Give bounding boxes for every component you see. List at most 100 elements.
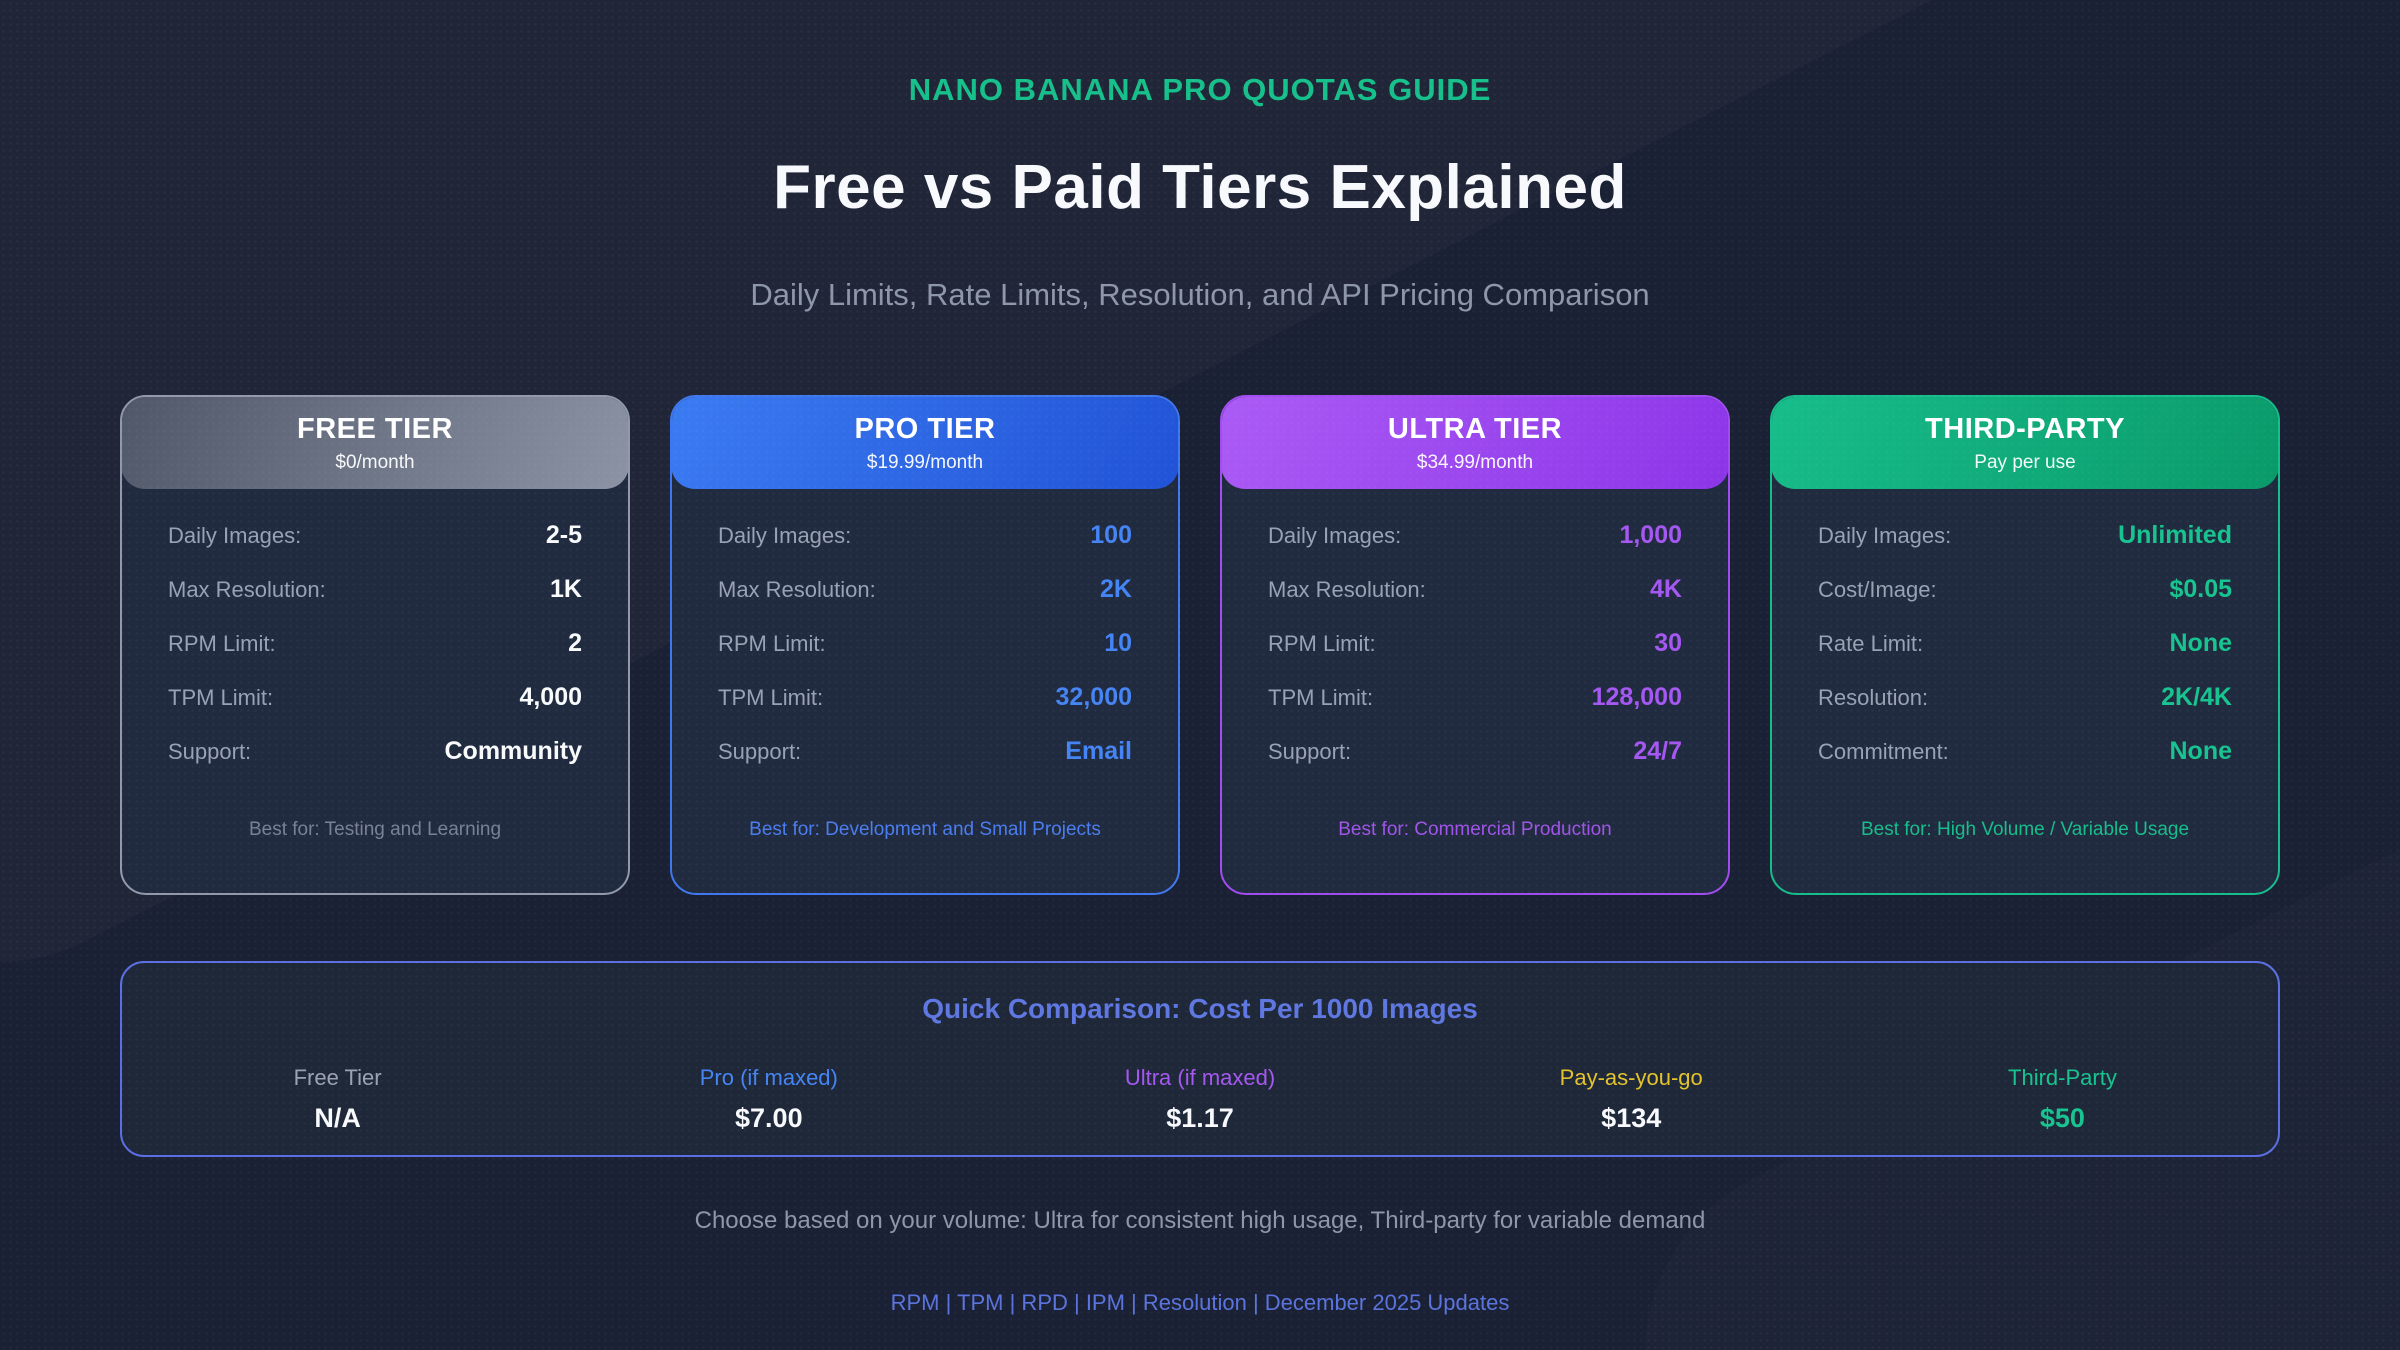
tier-name: FREE TIER — [297, 413, 453, 445]
comparison-value: $50 — [2039, 1103, 2085, 1133]
tier-card-third-party: THIRD-PARTY Pay per use Daily Images: Un… — [1770, 395, 2280, 895]
comparison-col-pay-as-you-go: Pay-as-you-go $134 — [1416, 1065, 1847, 1134]
quick-comparison-panel: Quick Comparison: Cost Per 1000 Images F… — [120, 961, 2280, 1157]
spec-value: None — [2169, 629, 2233, 657]
spec-row: RPM Limit: 2 — [168, 629, 582, 658]
spec-label: Daily Images: — [168, 523, 302, 548]
spec-row: Rate Limit: None — [1818, 629, 2232, 658]
comparison-label: Pro (if maxed) — [699, 1065, 838, 1090]
spec-label: Support: — [1268, 739, 1352, 764]
spec-value: 4,000 — [519, 683, 582, 711]
spec-row: RPM Limit: 30 — [1268, 629, 1682, 658]
spec-row: Daily Images: 100 — [718, 521, 1132, 550]
best-for-note: Best for: Commercial Production — [1338, 819, 1612, 840]
tier-price: Pay per use — [1974, 452, 2076, 473]
spec-value: Email — [1065, 737, 1132, 765]
tier-card-ultra: ULTRA TIER $34.99/month Daily Images: 1,… — [1220, 395, 1730, 895]
advice-note: Choose based on your volume: Ultra for c… — [694, 1207, 1706, 1234]
spec-label: Max Resolution: — [1268, 577, 1426, 602]
spec-value: 100 — [1090, 521, 1132, 549]
comparison-columns: Free Tier N/A Pro (if maxed) $7.00 Ultra… — [122, 1065, 2278, 1134]
spec-value: 32,000 — [1055, 683, 1132, 711]
tier-card-free-body: Daily Images: 2-5 Max Resolution: 1K RPM… — [122, 489, 628, 766]
comparison-label: Free Tier — [293, 1065, 382, 1090]
page-title: Free vs Paid Tiers Explained — [773, 153, 1627, 222]
spec-label: Max Resolution: — [718, 577, 876, 602]
best-for-note: Best for: Development and Small Projects — [749, 819, 1101, 840]
spec-value: Unlimited — [2118, 521, 2232, 549]
spec-row: Commitment: None — [1818, 737, 2232, 766]
spec-value: 2K/4K — [2161, 683, 2232, 711]
spec-label: Resolution: — [1818, 685, 1929, 710]
tier-card-free: FREE TIER $0/month Daily Images: 2-5 Max… — [120, 395, 630, 895]
spec-row: TPM Limit: 4,000 — [168, 683, 582, 712]
spec-row: Max Resolution: 1K — [168, 575, 582, 604]
spec-value: 1K — [550, 575, 582, 603]
spec-label: TPM Limit: — [718, 685, 824, 710]
spec-value: $0.05 — [2169, 575, 2232, 603]
page-header: NANO BANANA PRO QUOTAS GUIDE Free vs Pai… — [0, 0, 2400, 313]
comparison-value: $1.17 — [1166, 1103, 1234, 1133]
comparison-col-third-party: Third-Party $50 — [1847, 1065, 2278, 1134]
tier-card-pro-body: Daily Images: 100 Max Resolution: 2K RPM… — [672, 489, 1178, 766]
tier-name: ULTRA TIER — [1387, 413, 1563, 445]
spec-row: Support: 24/7 — [1268, 737, 1682, 766]
footer-keywords: RPM | TPM | RPD | IPM | Resolution | Dec… — [890, 1290, 1510, 1315]
spec-value: 30 — [1654, 629, 1682, 657]
tier-card-pro-header: PRO TIER $19.99/month — [672, 397, 1178, 489]
tier-cards-row: FREE TIER $0/month Daily Images: 2-5 Max… — [120, 395, 2280, 895]
comparison-value: N/A — [314, 1103, 361, 1133]
spec-label: Commitment: — [1818, 739, 1949, 764]
spec-label: Support: — [718, 739, 802, 764]
spec-row: Resolution: 2K/4K — [1818, 683, 2232, 712]
tier-card-free-header: FREE TIER $0/month — [122, 397, 628, 489]
spec-row: Max Resolution: 2K — [718, 575, 1132, 604]
tier-card-third-party-header: THIRD-PARTY Pay per use — [1772, 397, 2278, 489]
comparison-col-ultra: Ultra (if maxed) $1.17 — [984, 1065, 1415, 1134]
spec-label: Daily Images: — [718, 523, 852, 548]
best-for-note: Best for: Testing and Learning — [248, 819, 502, 840]
spec-label: Cost/Image: — [1818, 577, 1937, 602]
best-for-note: Best for: High Volume / Variable Usage — [1860, 819, 2190, 840]
tier-price: $19.99/month — [866, 452, 984, 473]
spec-label: Daily Images: — [1818, 523, 1952, 548]
tier-name: THIRD-PARTY — [1925, 413, 2125, 445]
page-subtitle: Daily Limits, Rate Limits, Resolution, a… — [750, 277, 1650, 312]
eyebrow-label: NANO BANANA PRO QUOTAS GUIDE — [908, 72, 1492, 107]
spec-label: Max Resolution: — [168, 577, 326, 602]
spec-row: Support: Email — [718, 737, 1132, 766]
spec-label: RPM Limit: — [1268, 631, 1376, 656]
tier-price: $0/month — [335, 452, 415, 473]
comparison-value: $134 — [1601, 1103, 1662, 1133]
comparison-label: Third-Party — [2008, 1065, 2117, 1090]
spec-value: 4K — [1650, 575, 1682, 603]
spec-value: 2-5 — [545, 521, 582, 549]
tier-card-ultra-body: Daily Images: 1,000 Max Resolution: 4K R… — [1222, 489, 1728, 766]
spec-value: 128,000 — [1591, 683, 1682, 711]
spec-value: None — [2169, 737, 2233, 765]
spec-label: RPM Limit: — [718, 631, 826, 656]
spec-value: 10 — [1104, 629, 1132, 657]
spec-row: Daily Images: 1,000 — [1268, 521, 1682, 550]
spec-value: Community — [444, 737, 583, 765]
spec-value: 2K — [1100, 575, 1132, 603]
spec-label: Rate Limit: — [1818, 631, 1924, 656]
spec-row: Cost/Image: $0.05 — [1818, 575, 2232, 604]
tier-name: PRO TIER — [854, 413, 996, 445]
spec-row: RPM Limit: 10 — [718, 629, 1132, 658]
spec-row: Support: Community — [168, 737, 582, 766]
spec-row: TPM Limit: 32,000 — [718, 683, 1132, 712]
spec-label: RPM Limit: — [168, 631, 276, 656]
comparison-label: Pay-as-you-go — [1559, 1065, 1703, 1090]
tier-price: $34.99/month — [1416, 452, 1534, 473]
tier-card-pro: PRO TIER $19.99/month Daily Images: 100 … — [670, 395, 1180, 895]
spec-row: Daily Images: 2-5 — [168, 521, 582, 550]
spec-value: 2 — [568, 629, 582, 657]
spec-row: TPM Limit: 128,000 — [1268, 683, 1682, 712]
comparison-title: Quick Comparison: Cost Per 1000 Images — [922, 993, 1478, 1024]
spec-label: TPM Limit: — [1268, 685, 1374, 710]
spec-label: Support: — [168, 739, 252, 764]
spec-value: 1,000 — [1619, 521, 1682, 549]
spec-row: Daily Images: Unlimited — [1818, 521, 2232, 550]
comparison-label: Ultra (if maxed) — [1124, 1065, 1276, 1090]
